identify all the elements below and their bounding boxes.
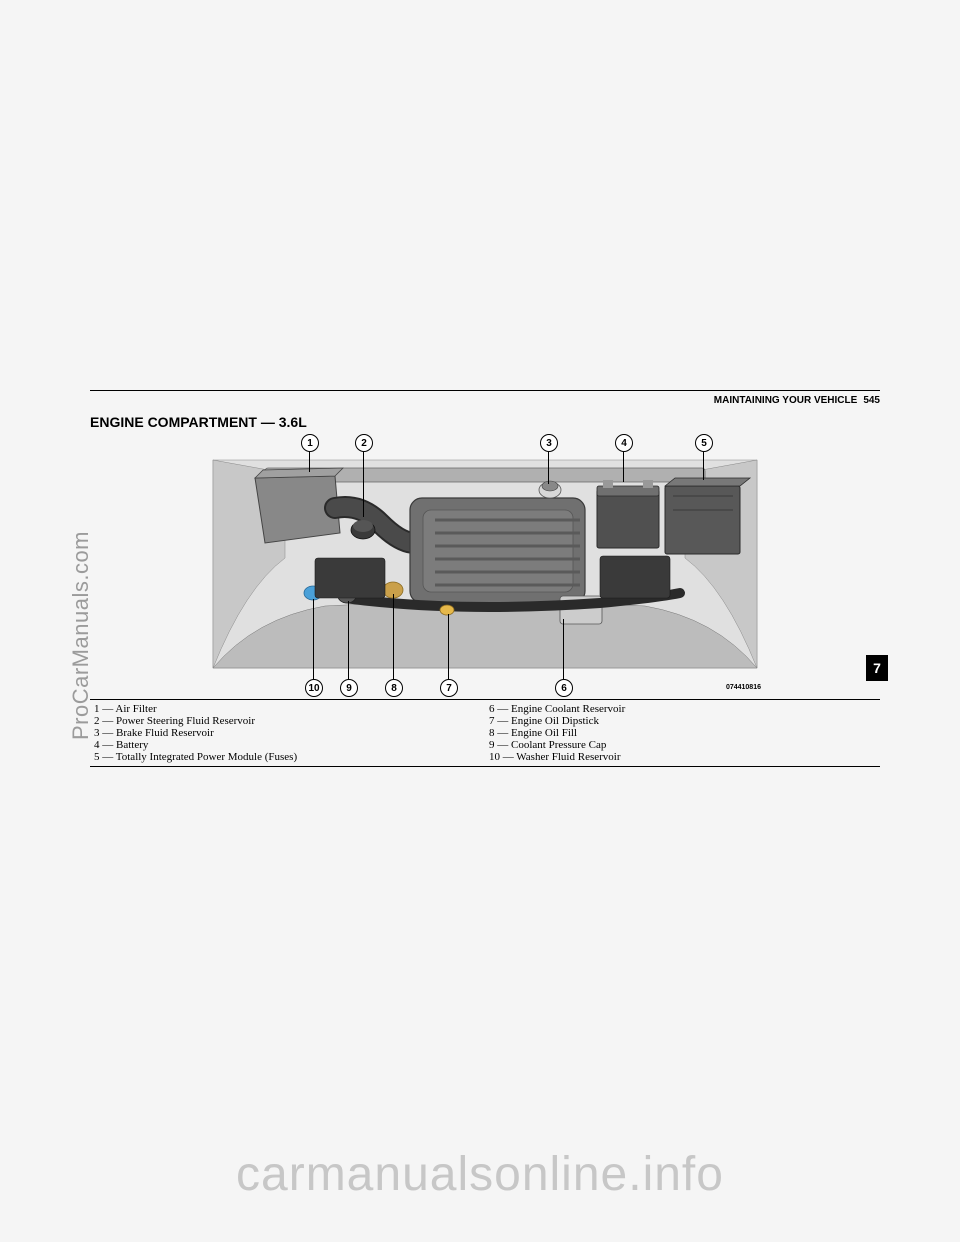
legend-row: 1 — Air Filter 2 — Power Steering Fluid … xyxy=(90,702,880,764)
page-header: MAINTAINING YOUR VEHICLE 545 xyxy=(90,395,880,406)
header-rule xyxy=(90,390,880,391)
callout-5: 5 xyxy=(695,434,713,452)
watermark-side: ProCarManuals.com xyxy=(68,531,94,740)
legend-item: 2 — Power Steering Fluid Reservoir xyxy=(94,715,481,727)
chapter-tab: 7 xyxy=(866,655,888,681)
legend-right: 6 — Engine Coolant Reservoir 7 — Engine … xyxy=(485,702,880,764)
callout-4: 4 xyxy=(615,434,633,452)
legend-item: 9 — Coolant Pressure Cap xyxy=(489,739,876,751)
callout-3-line xyxy=(548,452,549,484)
callout-7: 7 xyxy=(440,679,458,697)
engine-svg xyxy=(205,438,765,693)
legend-item: 8 — Engine Oil Fill xyxy=(489,727,876,739)
legend-table: 1 — Air Filter 2 — Power Steering Fluid … xyxy=(90,699,880,767)
legend-item: 5 — Totally Integrated Power Module (Fus… xyxy=(94,751,481,763)
callout-2: 2 xyxy=(355,434,373,452)
callout-5-line xyxy=(703,452,704,480)
section-title: ENGINE COMPARTMENT — 3.6L xyxy=(90,414,880,430)
callout-3: 3 xyxy=(540,434,558,452)
legend-item: 4 — Battery xyxy=(94,739,481,751)
callout-1: 1 xyxy=(301,434,319,452)
callout-10: 10 xyxy=(305,679,323,697)
callout-1-line xyxy=(309,452,310,472)
legend-item: 7 — Engine Oil Dipstick xyxy=(489,715,876,727)
page-content: MAINTAINING YOUR VEHICLE 545 ENGINE COMP… xyxy=(90,390,880,767)
callout-4-line xyxy=(623,452,624,482)
callout-2-line xyxy=(363,452,364,517)
legend-item: 3 — Brake Fluid Reservoir xyxy=(94,727,481,739)
watermark-bottom: carmanualsonline.info xyxy=(0,1147,960,1202)
legend-left: 1 — Air Filter 2 — Power Steering Fluid … xyxy=(90,702,485,764)
legend-item: 10 — Washer Fluid Reservoir xyxy=(489,751,876,763)
callout-9: 9 xyxy=(340,679,358,697)
section-name: MAINTAINING YOUR VEHICLE xyxy=(714,395,858,406)
callout-6-line xyxy=(563,619,564,679)
callout-6: 6 xyxy=(555,679,573,697)
legend-item: 6 — Engine Coolant Reservoir xyxy=(489,703,876,715)
engine-diagram: 1 2 3 4 5 10 9 8 7 6 074410816 xyxy=(205,438,765,693)
callout-8-line xyxy=(393,594,394,679)
callout-7-line xyxy=(448,614,449,679)
page-number: 545 xyxy=(863,395,880,406)
callout-10-line xyxy=(313,599,314,679)
diagram-wrapper: 1 2 3 4 5 10 9 8 7 6 074410816 xyxy=(90,438,880,693)
callout-9-line xyxy=(348,601,349,679)
legend-item: 1 — Air Filter xyxy=(94,703,481,715)
diagram-id: 074410816 xyxy=(726,684,761,691)
callout-8: 8 xyxy=(385,679,403,697)
